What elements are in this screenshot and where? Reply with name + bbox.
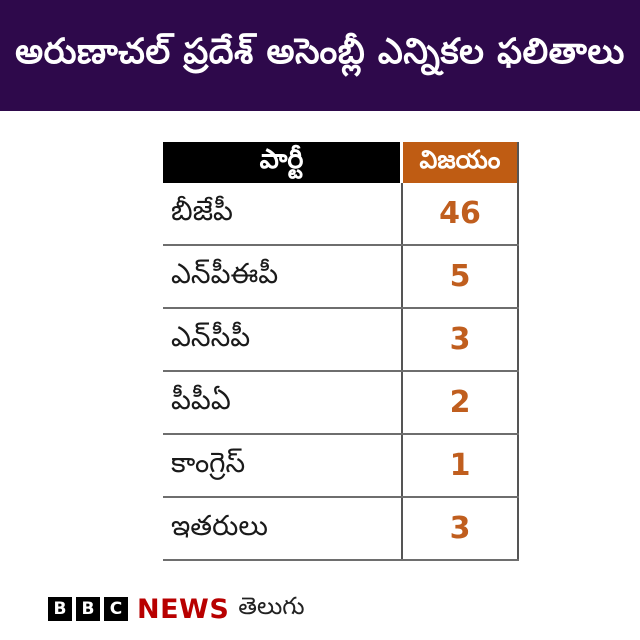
bbc-logo-icon: B B C — [48, 597, 128, 621]
party-name: ఎన్‌సీపీ — [163, 309, 403, 370]
language-label: తెలుగు — [238, 592, 305, 620]
table-row: ఎన్‌సీపీ 3 — [163, 309, 519, 372]
table-row: ఇతరులు 3 — [163, 498, 519, 561]
title-banner: అరుణాచల్ ప్రదేశ్ అసెంబ్లీ ఎన్నికల ఫలితాల… — [0, 0, 640, 111]
bbc-letter-box: C — [104, 597, 128, 621]
page-title: అరుణాచల్ ప్రదేశ్ అసెంబ్లీ ఎన్నికల ఫలితాల… — [15, 31, 625, 72]
party-name: ఇతరులు — [163, 498, 403, 559]
table-row: కాంగ్రెస్ 1 — [163, 435, 519, 498]
wins-column-header: విజయం — [403, 142, 519, 183]
table-row: ఎన్‌పీఈపీ 5 — [163, 246, 519, 309]
wins-value: 5 — [403, 246, 519, 307]
wins-value: 46 — [403, 183, 519, 244]
party-name: ఎన్‌పీఈపీ — [163, 246, 403, 307]
table-row: బీజేపీ 46 — [163, 183, 519, 246]
table-header-row: పార్టీ విజయం — [163, 142, 519, 183]
party-name: బీజేపీ — [163, 183, 403, 244]
results-table: పార్టీ విజయం బీజేపీ 46 ఎన్‌పీఈపీ 5 ఎన్‌స… — [163, 142, 519, 561]
party-name: పీపీఏ — [163, 372, 403, 433]
table-row: పీపీఏ 2 — [163, 372, 519, 435]
bbc-news-telugu-logo: B B C NEWS తెలుగు — [48, 592, 305, 626]
party-name: కాంగ్రెస్ — [163, 435, 403, 496]
wins-value: 2 — [403, 372, 519, 433]
wins-value: 3 — [403, 498, 519, 559]
bbc-letter-box: B — [76, 597, 100, 621]
news-wordmark: NEWS — [137, 593, 230, 625]
wins-value: 3 — [403, 309, 519, 370]
bbc-letter-box: B — [48, 597, 72, 621]
party-column-header: పార్టీ — [163, 142, 400, 183]
wins-value: 1 — [403, 435, 519, 496]
